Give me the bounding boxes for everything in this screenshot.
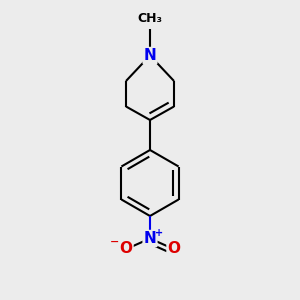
Text: N: N	[144, 231, 156, 246]
Text: O: O	[167, 241, 181, 256]
Text: O: O	[119, 241, 133, 256]
Text: N: N	[144, 48, 156, 63]
Text: −: −	[110, 236, 120, 247]
Text: +: +	[155, 228, 163, 238]
Text: CH₃: CH₃	[137, 12, 163, 25]
